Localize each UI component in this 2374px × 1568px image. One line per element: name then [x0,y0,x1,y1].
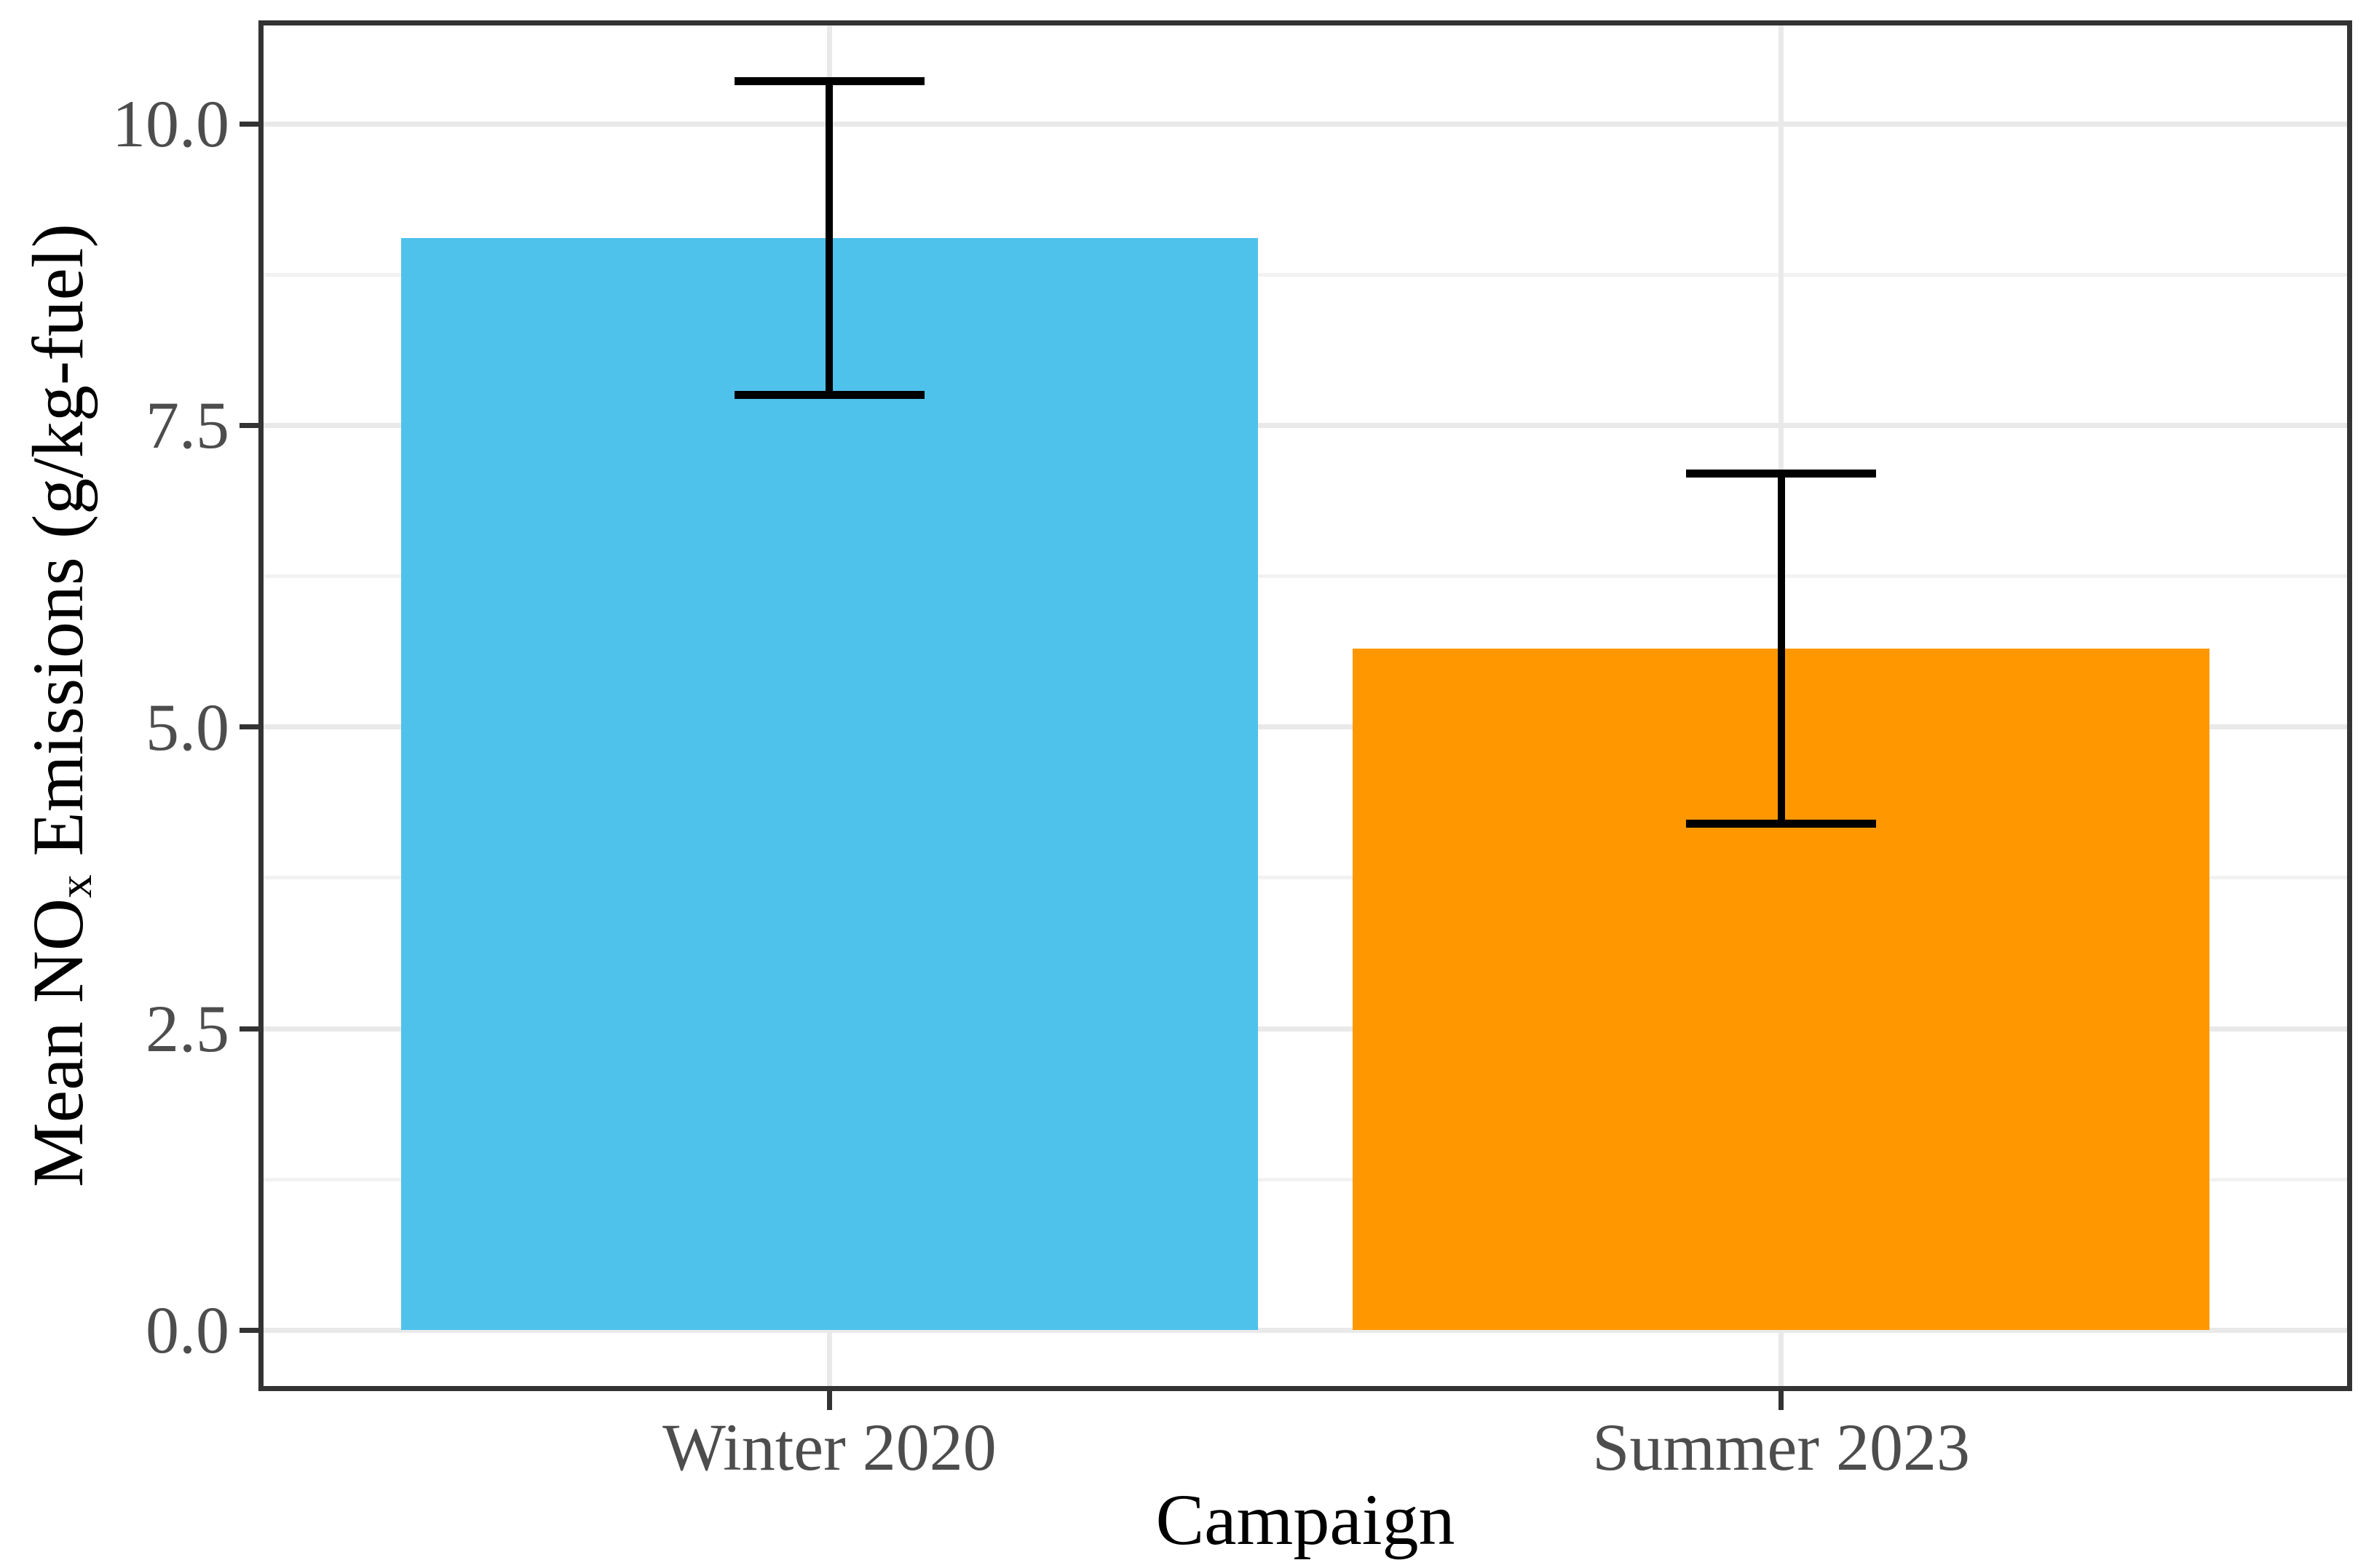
errorbar-stem-summer-2023 [1777,473,1785,824]
gridline-minor-horizontal [264,574,2347,579]
y-axis-title: Mean NOx Emissions (g/kg-fuel) [17,223,102,1187]
y-tick-label-5.0: 5.0 [146,689,229,764]
errorbar-cap-bottom-summer-2023 [1685,819,1877,828]
gridline-minor-horizontal [264,876,2347,880]
errorbar-cap-bottom-winter-2020 [734,391,925,400]
x-axis-tick [1778,1391,1784,1410]
gridline-major-horizontal [264,121,2347,127]
y-axis-tick [240,1327,258,1333]
y-axis-title-subscript: x [49,874,102,898]
gridline-major-horizontal [264,724,2347,730]
y-tick-label-2.5: 2.5 [146,991,229,1066]
y-axis-tick [240,724,258,730]
x-axis-title: Campaign [1155,1479,1455,1560]
y-axis-tick [240,1026,258,1032]
y-axis-tick [240,121,258,127]
y-tick-label-7.5: 7.5 [146,388,229,463]
errorbar-cap-top-summer-2023 [1685,470,1877,478]
y-axis-title-prefix: Mean NO [17,898,98,1187]
bar-winter-2020 [401,238,1258,1331]
y-axis-tick [240,422,258,428]
gridline-major-horizontal [264,1026,2347,1032]
y-tick-label-10.0: 10.0 [112,87,229,161]
x-axis-tick [826,1391,832,1410]
gridline-major-horizontal [264,422,2347,428]
y-axis-title-suffix: Emissions (g/kg-fuel) [17,223,98,875]
gridline-minor-horizontal [264,272,2347,277]
x-tick-label-summer-2023: Summer 2023 [1592,1410,1970,1484]
gridline-major-horizontal [264,1327,2347,1333]
errorbar-stem-winter-2020 [826,81,834,395]
y-tick-label-0.0: 0.0 [146,1293,229,1368]
x-tick-label-winter-2020: Winter 2020 [662,1410,997,1484]
errorbar-cap-top-winter-2020 [734,77,925,86]
gridline-minor-horizontal [264,1177,2347,1181]
